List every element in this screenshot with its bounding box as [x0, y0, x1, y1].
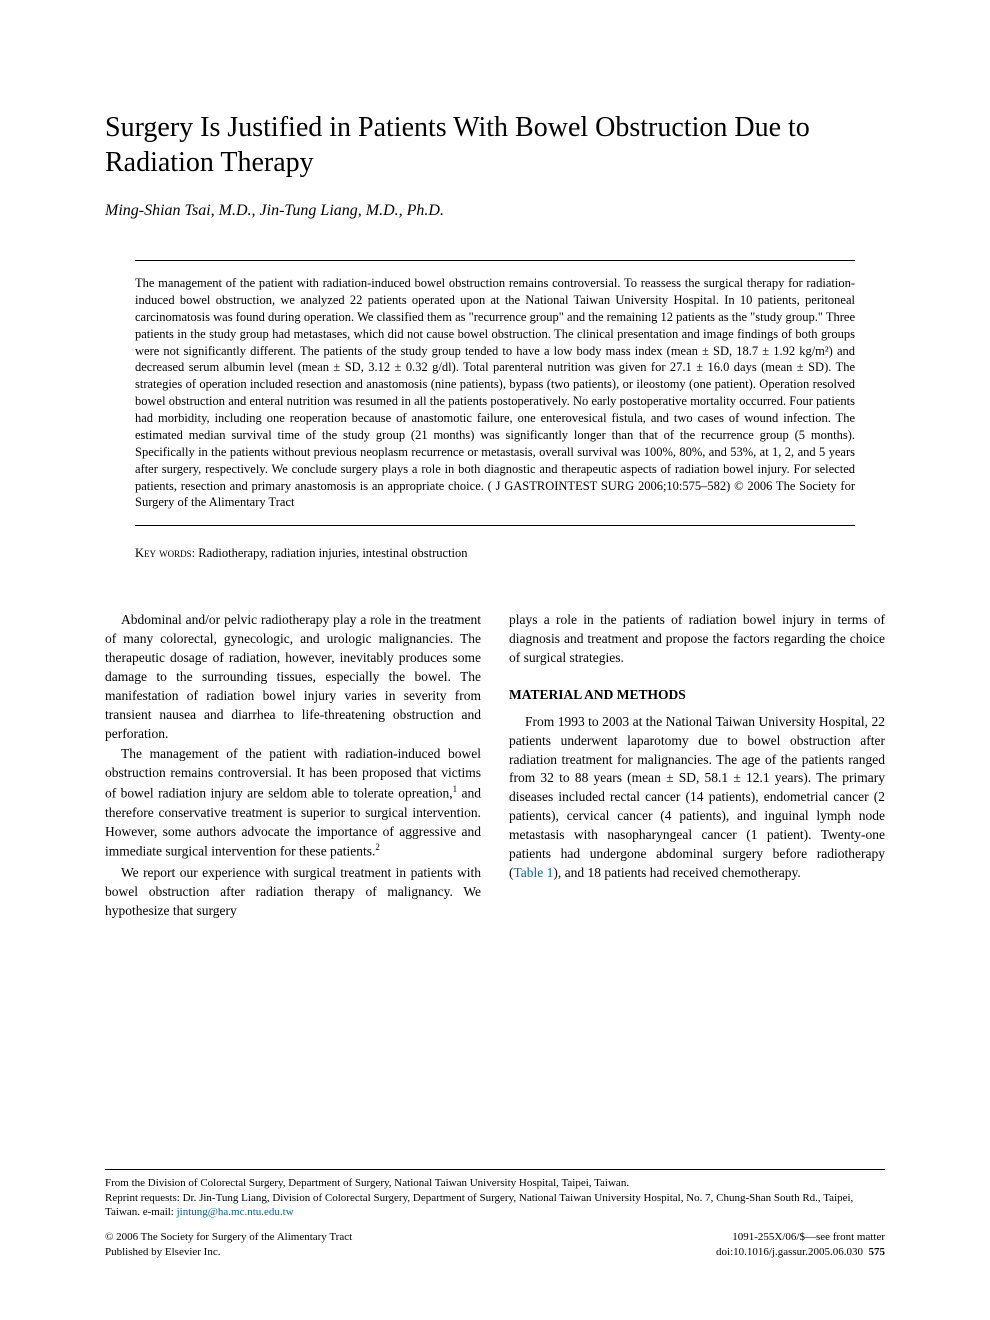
reprint-line: Reprint requests: Dr. Jin-Tung Liang, Di… [105, 1191, 885, 1221]
footer-divider [105, 1169, 885, 1170]
footer-right: 1091-255X/06/$—see front matter doi:10.1… [716, 1230, 885, 1260]
page-footer: From the Division of Colorectal Surgery,… [105, 1169, 885, 1260]
methods-text-a: From 1993 to 2003 at the National Taiwan… [509, 714, 885, 880]
page-number: 575 [869, 1246, 886, 1258]
author-list: Ming-Shian Tsai, M.D., Jin-Tung Liang, M… [105, 202, 885, 220]
article-title: Surgery Is Justified in Patients With Bo… [105, 110, 885, 180]
table-1-link[interactable]: Table 1 [514, 865, 554, 880]
right-column: plays a role in the patients of radiatio… [509, 611, 885, 922]
affiliation-line: From the Division of Colorectal Surgery,… [105, 1176, 885, 1191]
citation-2[interactable]: 2 [375, 842, 380, 852]
left-column: Abdominal and/or pelvic radiotherapy pla… [105, 611, 481, 922]
p2-text-a: The management of the patient with radia… [105, 746, 481, 800]
methods-heading: MATERIAL AND METHODS [509, 686, 885, 705]
intro-para-2: The management of the patient with radia… [105, 745, 481, 861]
intro-para-3-cont: plays a role in the patients of radiatio… [509, 611, 885, 668]
author-email-link[interactable]: jintung@ha.mc.ntu.edu.tw [177, 1206, 294, 1218]
methods-text-b: ), and 18 patients had received chemothe… [553, 865, 800, 880]
doi-line: doi:10.1016/j.gassur.2005.06.030 575 [716, 1245, 885, 1260]
methods-para-1: From 1993 to 2003 at the National Taiwan… [509, 713, 885, 883]
intro-para-1: Abdominal and/or pelvic radiotherapy pla… [105, 611, 481, 743]
abstract-container: The management of the patient with radia… [135, 260, 855, 526]
keywords-label: Key words: [135, 546, 195, 560]
body-columns: Abdominal and/or pelvic radiotherapy pla… [105, 611, 885, 922]
issn-line: 1091-255X/06/$—see front matter [716, 1230, 885, 1245]
publisher-line: Published by Elsevier Inc. [105, 1245, 716, 1260]
copyright-line: © 2006 The Society for Surgery of the Al… [105, 1230, 716, 1245]
intro-para-3: We report our experience with surgical t… [105, 864, 481, 921]
doi-text: doi:10.1016/j.gassur.2005.06.030 [716, 1246, 863, 1258]
abstract-text: The management of the patient with radia… [135, 275, 855, 511]
keywords-values: Radiotherapy, radiation injuries, intest… [195, 546, 467, 560]
footer-bottom-row: © 2006 The Society for Surgery of the Al… [105, 1230, 885, 1260]
keywords-line: Key words: Radiotherapy, radiation injur… [135, 546, 855, 561]
footer-left: © 2006 The Society for Surgery of the Al… [105, 1230, 716, 1260]
